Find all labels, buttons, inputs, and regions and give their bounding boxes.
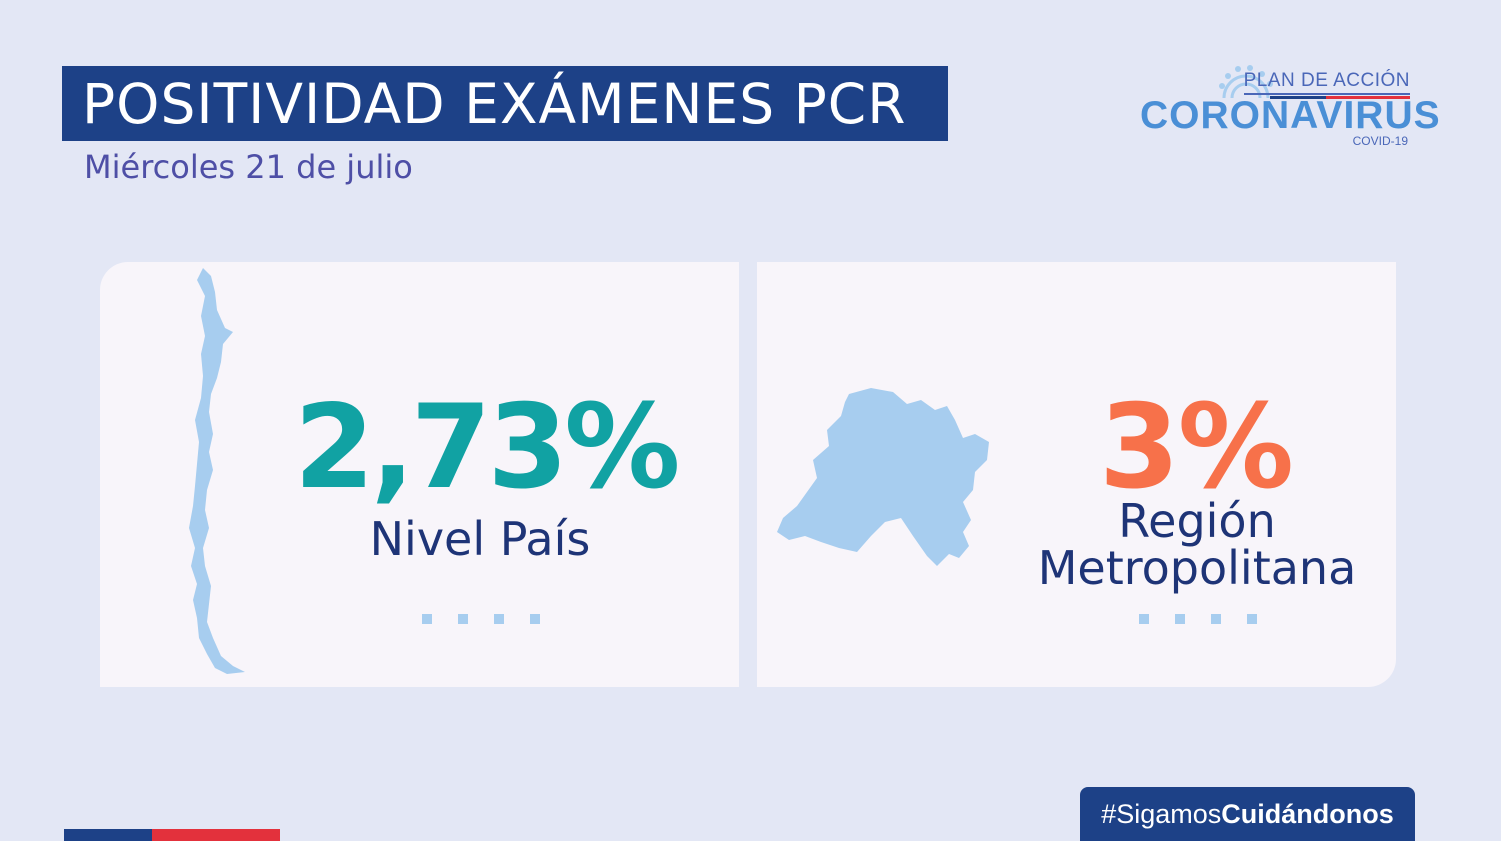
virus-sun-icon [1219,65,1273,99]
hashtag-bold: Cuidándonos [1221,798,1394,829]
region-metropolitana-map-icon [777,388,989,566]
plan-coronavirus-logo: PLAN DE ACCIÓN CORONAVIRUS COVID-19 [1130,62,1440,152]
hashtag-badge: #Sigamos Cuidándonos [1080,787,1415,841]
logo-coronavirus-text: CORONAVIRUS [1140,94,1441,137]
decorative-dots [422,614,540,624]
region-label-line2: Metropolitana [1037,540,1357,595]
region-label: Región Metropolitana [1007,498,1387,592]
region-card: 3% Región Metropolitana [757,262,1396,687]
national-card: 2,73% Nivel País [100,262,739,687]
hashtag-prefix: #Sigamos [1101,798,1222,829]
logo-plan-text: PLAN DE ACCIÓN [1243,70,1410,95]
region-label-line1: Región [1118,494,1276,548]
date-subtitle: Miércoles 21 de julio [84,148,413,186]
logo-flag-line [1270,96,1410,99]
government-flag-bar [64,829,280,841]
decorative-dots [1139,614,1257,624]
title-banner: POSITIVIDAD EXÁMENES PCR [62,66,948,141]
region-positivity-value: 3% [1099,380,1294,515]
national-positivity-value: 2,73% [294,380,680,515]
national-label: Nivel País [369,512,591,566]
page-title: POSITIVIDAD EXÁMENES PCR [82,71,907,136]
chile-map-icon [189,268,245,674]
logo-covid-text: COVID-19 [1352,134,1408,148]
